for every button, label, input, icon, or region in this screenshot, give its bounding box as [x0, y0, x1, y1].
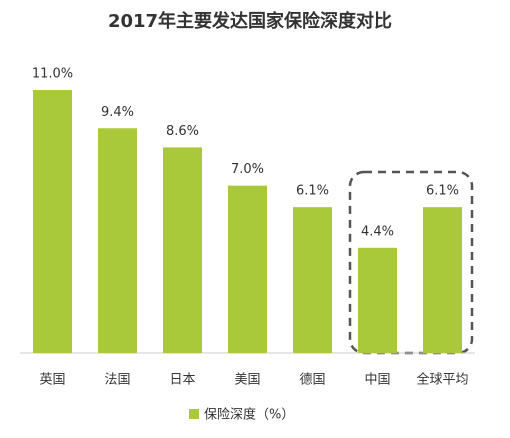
value-label: 11.0%	[32, 67, 73, 82]
x-tick-label: 美国	[234, 373, 260, 388]
value-label: 6.1%	[296, 184, 329, 199]
legend-label: 保险深度（%）	[204, 407, 294, 423]
value-label: 4.4%	[361, 224, 394, 239]
value-label: 9.4%	[101, 105, 134, 120]
bar	[423, 207, 462, 353]
x-tick-label: 英国	[39, 373, 65, 388]
bar	[163, 147, 202, 353]
legend-swatch	[189, 409, 199, 419]
bar	[33, 90, 72, 353]
bar	[293, 207, 332, 353]
x-tick-label: 日本	[169, 373, 195, 388]
bar	[358, 247, 397, 353]
x-tick-label: 德国	[299, 373, 325, 388]
value-label: 7.0%	[231, 162, 264, 177]
chart-title: 2017年主要发达国家保险深度对比	[108, 10, 392, 32]
bar	[228, 185, 267, 353]
bar	[98, 128, 137, 353]
value-label: 8.6%	[166, 124, 199, 139]
x-tick-label: 中国	[364, 373, 390, 388]
x-tick-label: 全球平均	[416, 372, 468, 388]
x-tick-label: 法国	[104, 373, 130, 388]
value-label: 6.1%	[426, 184, 459, 199]
